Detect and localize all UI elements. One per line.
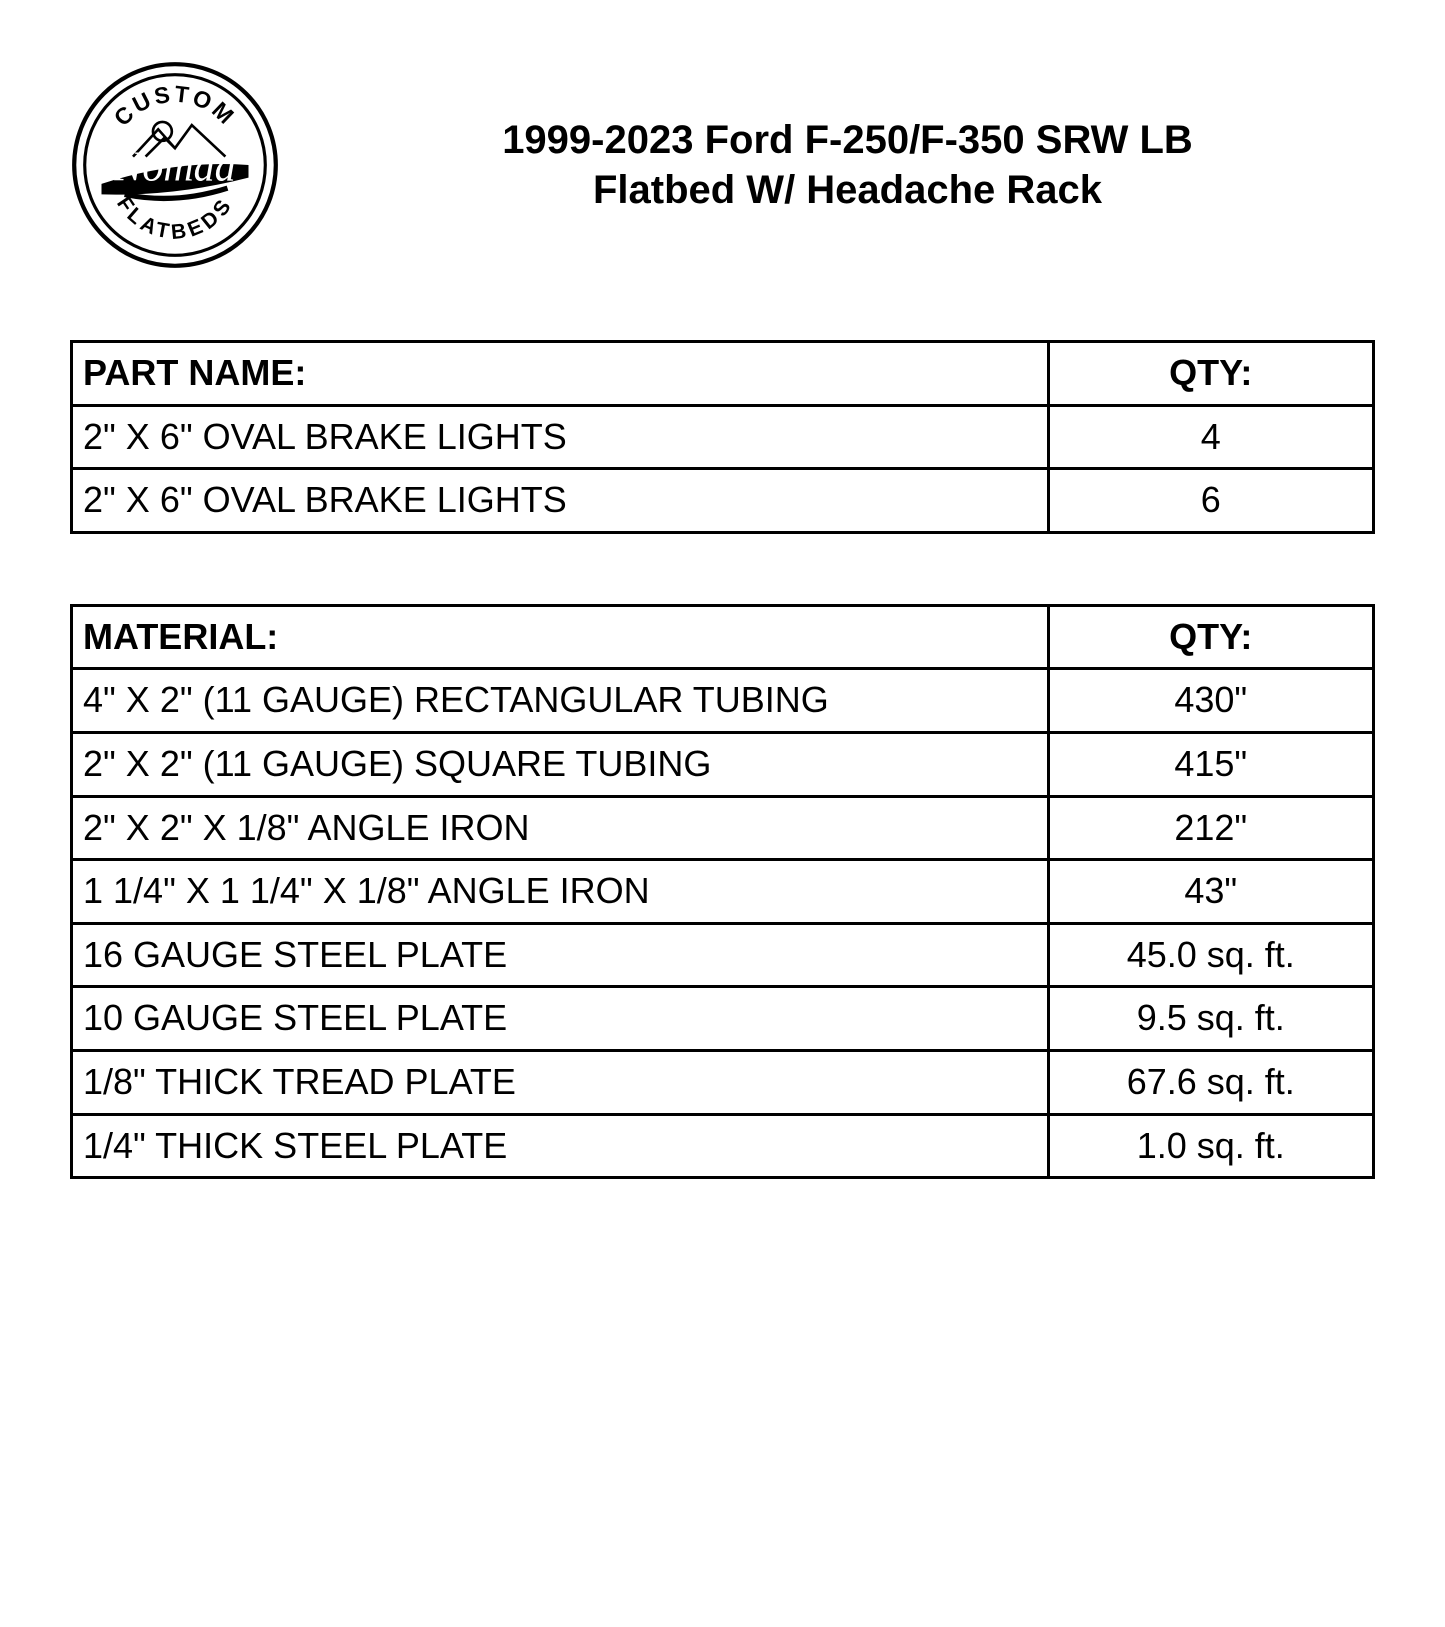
parts-name-header: PART NAME:	[72, 342, 1049, 406]
title-line-1: 1999-2023 Ford F-250/F-350 SRW LB	[320, 115, 1375, 165]
materials-table: MATERIAL: QTY: 4" X 2" (11 GAUGE) RECTAN…	[70, 604, 1375, 1179]
parts-table-body: 2" X 6" OVAL BRAKE LIGHTS42" X 6" OVAL B…	[72, 405, 1374, 532]
qty-cell: 67.6 sq. ft.	[1048, 1050, 1374, 1114]
document-page: CUSTOM Nomad FLATBEDS	[0, 0, 1445, 1309]
table-row: 10 GAUGE STEEL PLATE9.5 sq. ft.	[72, 987, 1374, 1051]
table-row: 2" X 2" (11 GAUGE) SQUARE TUBING415"	[72, 732, 1374, 796]
qty-cell: 4	[1048, 405, 1374, 469]
materials-table-body: 4" X 2" (11 GAUGE) RECTANGULAR TUBING430…	[72, 669, 1374, 1178]
name-cell: 1/8" THICK TREAD PLATE	[72, 1050, 1049, 1114]
name-cell: 2" X 2" (11 GAUGE) SQUARE TUBING	[72, 732, 1049, 796]
name-cell: 1/4" THICK STEEL PLATE	[72, 1114, 1049, 1178]
name-cell: 16 GAUGE STEEL PLATE	[72, 923, 1049, 987]
qty-cell: 1.0 sq. ft.	[1048, 1114, 1374, 1178]
table-row: 4" X 2" (11 GAUGE) RECTANGULAR TUBING430…	[72, 669, 1374, 733]
table-row: 2" X 6" OVAL BRAKE LIGHTS4	[72, 405, 1374, 469]
qty-cell: 415"	[1048, 732, 1374, 796]
name-cell: 1 1/4" X 1 1/4" X 1/8" ANGLE IRON	[72, 860, 1049, 924]
table-row: 16 GAUGE STEEL PLATE45.0 sq. ft.	[72, 923, 1374, 987]
table-row: 1/4" THICK STEEL PLATE1.0 sq. ft.	[72, 1114, 1374, 1178]
qty-cell: 6	[1048, 469, 1374, 533]
table-row: 2" X 2" X 1/8" ANGLE IRON212"	[72, 796, 1374, 860]
title-line-2: Flatbed W/ Headache Rack	[320, 165, 1375, 215]
logo-script-text: Nomad	[113, 145, 236, 191]
qty-cell: 212"	[1048, 796, 1374, 860]
page-title: 1999-2023 Ford F-250/F-350 SRW LB Flatbe…	[320, 115, 1375, 215]
table-row: 2" X 6" OVAL BRAKE LIGHTS6	[72, 469, 1374, 533]
name-cell: 2" X 6" OVAL BRAKE LIGHTS	[72, 469, 1049, 533]
materials-name-header: MATERIAL:	[72, 605, 1049, 669]
parts-qty-header: QTY:	[1048, 342, 1374, 406]
name-cell: 10 GAUGE STEEL PLATE	[72, 987, 1049, 1051]
name-cell: 4" X 2" (11 GAUGE) RECTANGULAR TUBING	[72, 669, 1049, 733]
qty-cell: 9.5 sq. ft.	[1048, 987, 1374, 1051]
materials-qty-header: QTY:	[1048, 605, 1374, 669]
table-row: 1/8" THICK TREAD PLATE67.6 sq. ft.	[72, 1050, 1374, 1114]
table-header-row: MATERIAL: QTY:	[72, 605, 1374, 669]
name-cell: 2" X 2" X 1/8" ANGLE IRON	[72, 796, 1049, 860]
logo: CUSTOM Nomad FLATBEDS	[70, 60, 280, 270]
table-header-row: PART NAME: QTY:	[72, 342, 1374, 406]
table-row: 1 1/4" X 1 1/4" X 1/8" ANGLE IRON43"	[72, 860, 1374, 924]
parts-table: PART NAME: QTY: 2" X 6" OVAL BRAKE LIGHT…	[70, 340, 1375, 534]
nomad-logo-icon: CUSTOM Nomad FLATBEDS	[70, 60, 280, 270]
qty-cell: 43"	[1048, 860, 1374, 924]
qty-cell: 430"	[1048, 669, 1374, 733]
name-cell: 2" X 6" OVAL BRAKE LIGHTS	[72, 405, 1049, 469]
header: CUSTOM Nomad FLATBEDS	[70, 60, 1375, 270]
qty-cell: 45.0 sq. ft.	[1048, 923, 1374, 987]
